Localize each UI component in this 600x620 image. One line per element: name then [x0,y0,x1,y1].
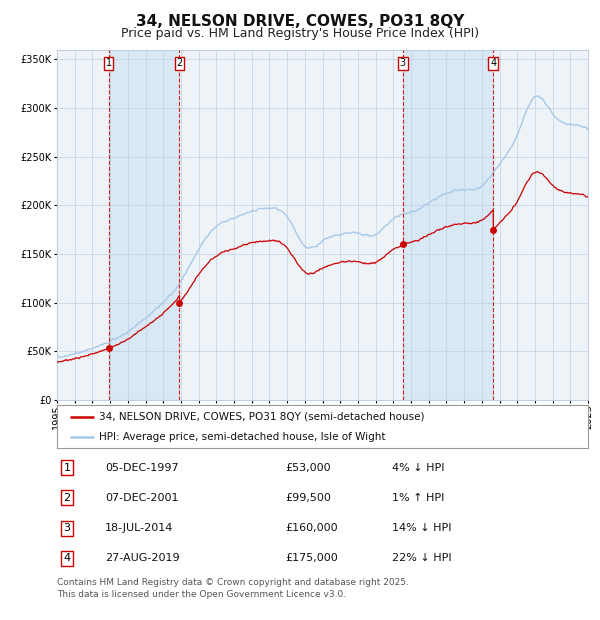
Bar [109,50,179,400]
Text: 3: 3 [400,58,406,68]
Text: 3: 3 [64,523,70,533]
Text: 1% ↑ HPI: 1% ↑ HPI [392,493,444,503]
Text: £160,000: £160,000 [286,523,338,533]
Text: £99,500: £99,500 [286,493,331,503]
Text: 34, NELSON DRIVE, COWES, PO31 8QY: 34, NELSON DRIVE, COWES, PO31 8QY [136,14,464,29]
Text: 4: 4 [64,554,70,564]
Text: 2: 2 [64,493,70,503]
Text: 05-DEC-1997: 05-DEC-1997 [105,463,178,472]
Text: 4% ↓ HPI: 4% ↓ HPI [392,463,444,472]
Text: 14% ↓ HPI: 14% ↓ HPI [392,523,451,533]
Text: 34, NELSON DRIVE, COWES, PO31 8QY (semi-detached house): 34, NELSON DRIVE, COWES, PO31 8QY (semi-… [100,412,425,422]
Text: Price paid vs. HM Land Registry's House Price Index (HPI): Price paid vs. HM Land Registry's House … [121,27,479,40]
Text: 18-JUL-2014: 18-JUL-2014 [105,523,173,533]
Text: 07-DEC-2001: 07-DEC-2001 [105,493,178,503]
Text: £175,000: £175,000 [286,554,338,564]
Text: Contains HM Land Registry data © Crown copyright and database right 2025.
This d: Contains HM Land Registry data © Crown c… [57,578,409,599]
Text: 27-AUG-2019: 27-AUG-2019 [105,554,179,564]
Bar [403,50,493,400]
Text: 2: 2 [176,58,182,68]
Text: £53,000: £53,000 [286,463,331,472]
Text: 1: 1 [106,58,112,68]
Text: 1: 1 [64,463,70,472]
Text: 22% ↓ HPI: 22% ↓ HPI [392,554,451,564]
Text: 4: 4 [490,58,496,68]
Text: HPI: Average price, semi-detached house, Isle of Wight: HPI: Average price, semi-detached house,… [100,432,386,442]
